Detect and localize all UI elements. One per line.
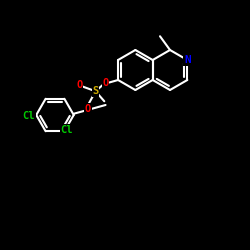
- Text: S: S: [92, 86, 99, 96]
- Text: N: N: [184, 55, 191, 65]
- Text: O: O: [76, 80, 82, 90]
- Text: O: O: [85, 104, 91, 114]
- Text: Cl: Cl: [60, 125, 73, 135]
- Text: O: O: [102, 78, 109, 88]
- Text: Cl: Cl: [22, 111, 35, 121]
